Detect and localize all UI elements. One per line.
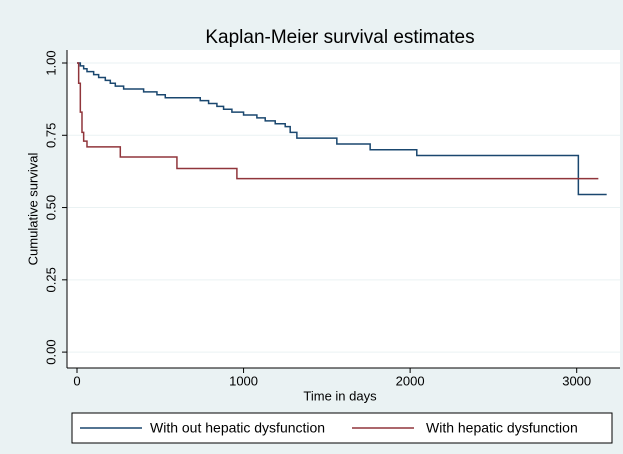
x-axis-label: Time in days: [303, 388, 377, 403]
survival-line: [76, 62, 599, 180]
legend-label: With hepatic dysfunction: [426, 420, 578, 436]
y-tick-label: 0.50: [43, 195, 58, 220]
y-tick-label: 1.00: [43, 50, 58, 75]
y-tick-label: 0.00: [43, 339, 58, 364]
plot-area: [67, 50, 620, 368]
survival-line: [76, 62, 607, 196]
x-tick-label: 2000: [396, 373, 425, 388]
y-axis-label: Cumulative survival: [25, 153, 40, 266]
x-tick-label: 0: [73, 373, 80, 388]
legend-box: [71, 412, 613, 444]
legend-label: With out hepatic dysfunction: [150, 420, 325, 436]
y-tick-label: 0.75: [43, 123, 58, 148]
y-tick-label: 0.25: [43, 267, 58, 292]
x-tick-label: 1000: [229, 373, 258, 388]
chart-title: Kaplan-Meier survival estimates: [205, 27, 474, 48]
x-tick-label: 3000: [562, 373, 591, 388]
